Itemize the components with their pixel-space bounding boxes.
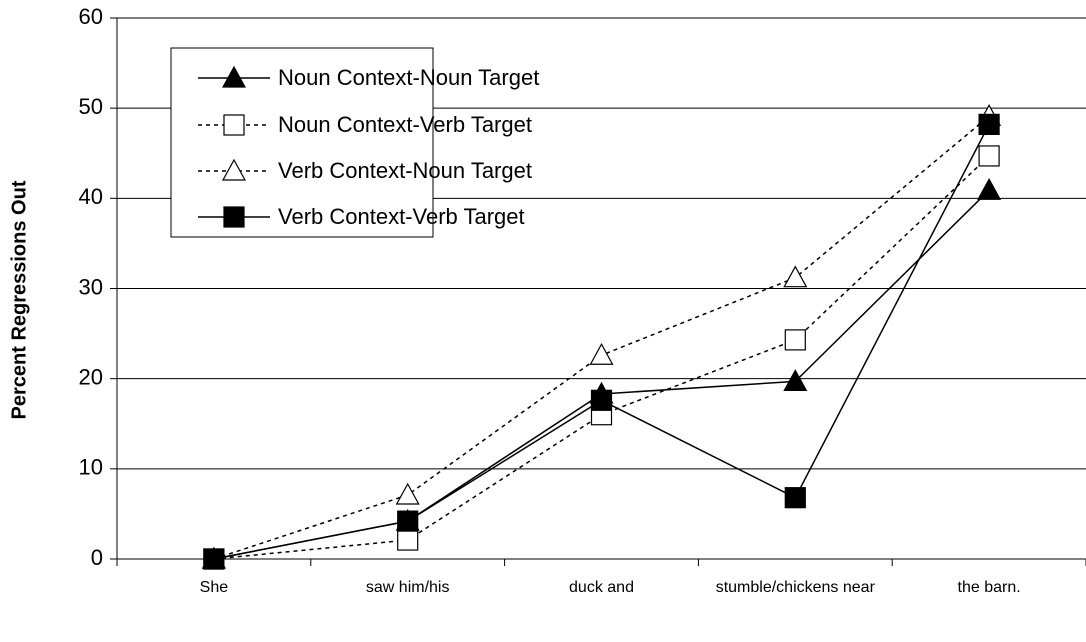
legend-label: Noun Context-Noun Target bbox=[278, 65, 539, 90]
y-tick-label: 60 bbox=[79, 4, 103, 29]
y-tick-label: 50 bbox=[79, 94, 103, 119]
legend-label: Verb Context-Verb Target bbox=[278, 204, 525, 229]
legend-marker bbox=[223, 206, 245, 228]
marker bbox=[203, 548, 225, 570]
legend-marker bbox=[223, 114, 245, 136]
legend-marker bbox=[221, 65, 247, 88]
marker bbox=[978, 113, 1000, 135]
marker bbox=[590, 389, 613, 411]
y-axis-title: Percent Regressions Out bbox=[8, 180, 30, 419]
y-tick-label: 40 bbox=[79, 184, 103, 209]
x-tick-label: duck and bbox=[569, 579, 634, 596]
legend: Noun Context-Noun Target Noun Context-Ver… bbox=[170, 47, 539, 238]
marker bbox=[783, 265, 808, 288]
marker bbox=[589, 342, 614, 365]
y-tick-label: 0 bbox=[91, 545, 103, 570]
x-tick-label: stumble/chickens near bbox=[715, 579, 875, 596]
y-tick-label: 30 bbox=[79, 274, 103, 299]
legend-label: Verb Context-Noun Target bbox=[278, 158, 532, 183]
marker bbox=[397, 529, 419, 551]
legend-box bbox=[170, 47, 434, 238]
y-tick-label: 10 bbox=[79, 455, 103, 480]
marker bbox=[977, 177, 1002, 200]
marker bbox=[395, 482, 420, 505]
x-tick-label: She bbox=[199, 579, 229, 596]
marker bbox=[978, 145, 1000, 167]
series-line bbox=[213, 189, 990, 560]
x-tick-label: the barn. bbox=[957, 579, 1021, 596]
marker bbox=[784, 487, 806, 509]
marker bbox=[397, 510, 419, 532]
x-tick-label: saw him/his bbox=[365, 579, 450, 596]
legend-label: Noun Context-Verb Target bbox=[278, 112, 532, 137]
legend-marker bbox=[221, 158, 247, 181]
y-tick-label: 20 bbox=[79, 364, 103, 389]
marker bbox=[784, 329, 806, 351]
marker bbox=[783, 369, 808, 391]
